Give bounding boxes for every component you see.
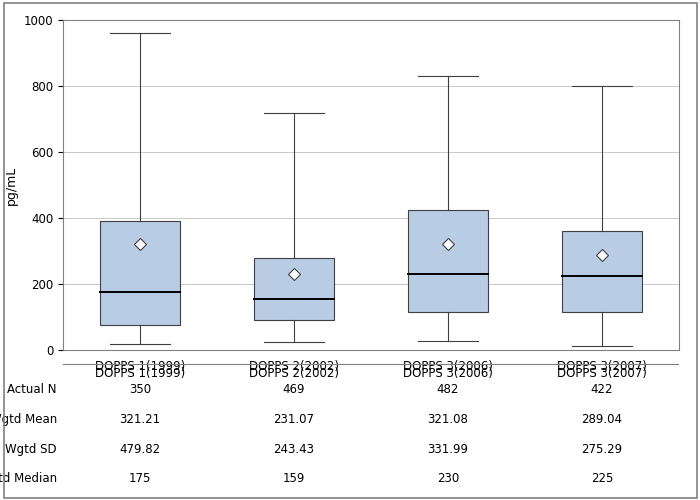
Y-axis label: pg/mL: pg/mL [5, 166, 18, 204]
Text: 321.08: 321.08 [428, 413, 468, 426]
Text: 422: 422 [591, 383, 613, 396]
Text: Actual N: Actual N [7, 383, 57, 396]
Bar [100, 222, 180, 325]
Text: 350: 350 [129, 383, 151, 396]
Text: 469: 469 [283, 383, 305, 396]
Text: 159: 159 [283, 472, 305, 486]
Text: 331.99: 331.99 [428, 442, 468, 456]
Bar [254, 258, 334, 320]
Text: 289.04: 289.04 [582, 413, 622, 426]
Text: Wgtd SD: Wgtd SD [5, 442, 57, 456]
Text: 231.07: 231.07 [274, 413, 314, 426]
Text: Wgtd Mean: Wgtd Mean [0, 413, 57, 426]
Text: 225: 225 [591, 472, 613, 486]
Text: 321.21: 321.21 [120, 413, 160, 426]
Bar [408, 210, 488, 312]
Text: 230: 230 [437, 472, 459, 486]
Text: 482: 482 [437, 383, 459, 396]
Text: DOPPS 2(2002): DOPPS 2(2002) [249, 367, 339, 380]
Text: Wgtd Median: Wgtd Median [0, 472, 57, 486]
Text: 243.43: 243.43 [274, 442, 314, 456]
Text: 275.29: 275.29 [582, 442, 622, 456]
Text: 175: 175 [129, 472, 151, 486]
Bar [562, 231, 642, 312]
Text: DOPPS 3(2006): DOPPS 3(2006) [403, 367, 493, 380]
Text: 479.82: 479.82 [120, 442, 160, 456]
Text: DOPPS 1(1999): DOPPS 1(1999) [95, 367, 185, 380]
Text: DOPPS 3(2007): DOPPS 3(2007) [557, 367, 647, 380]
